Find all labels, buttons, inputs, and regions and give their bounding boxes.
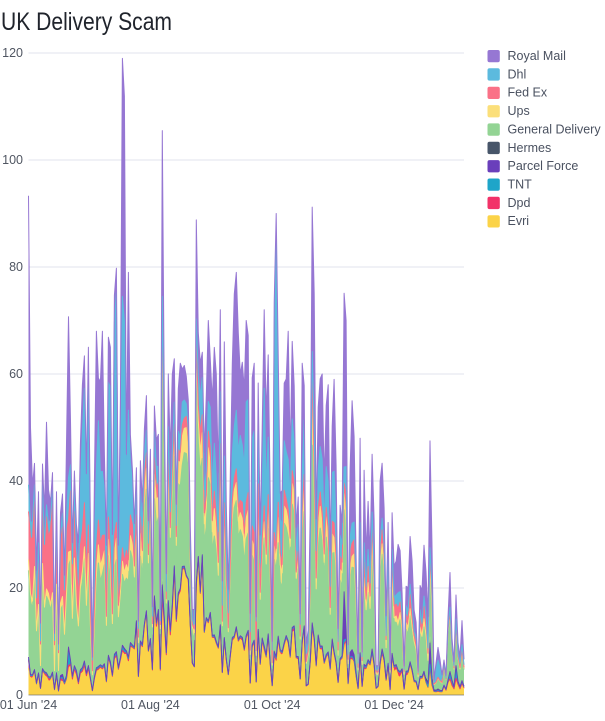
svg-text:01 Dec '24: 01 Dec '24 bbox=[364, 698, 423, 712]
svg-text:0: 0 bbox=[16, 688, 23, 702]
svg-text:60: 60 bbox=[9, 367, 23, 381]
svg-text:40: 40 bbox=[9, 474, 23, 488]
svg-text:120: 120 bbox=[2, 46, 23, 60]
svg-text:Fed Ex: Fed Ex bbox=[508, 86, 548, 100]
svg-text:Hermes: Hermes bbox=[508, 141, 552, 155]
svg-text:01 Aug '24: 01 Aug '24 bbox=[121, 698, 180, 712]
svg-text:TNT: TNT bbox=[508, 178, 533, 192]
svg-text:Evri: Evri bbox=[508, 214, 530, 228]
svg-text:Parcel Force: Parcel Force bbox=[508, 159, 579, 173]
svg-text:Dpd: Dpd bbox=[508, 196, 531, 210]
svg-text:Royal Mail: Royal Mail bbox=[508, 49, 566, 63]
svg-text:20: 20 bbox=[9, 581, 23, 595]
svg-text:80: 80 bbox=[9, 260, 23, 274]
svg-text:100: 100 bbox=[2, 153, 23, 167]
svg-text:UK Delivery Scam: UK Delivery Scam bbox=[1, 8, 172, 36]
svg-text:01 Oct '24: 01 Oct '24 bbox=[244, 698, 301, 712]
svg-text:Dhl: Dhl bbox=[508, 67, 527, 81]
svg-text:General Delivery: General Delivery bbox=[508, 122, 602, 136]
svg-text:01 Jun '24: 01 Jun '24 bbox=[0, 698, 57, 712]
svg-text:Ups: Ups bbox=[508, 104, 530, 118]
